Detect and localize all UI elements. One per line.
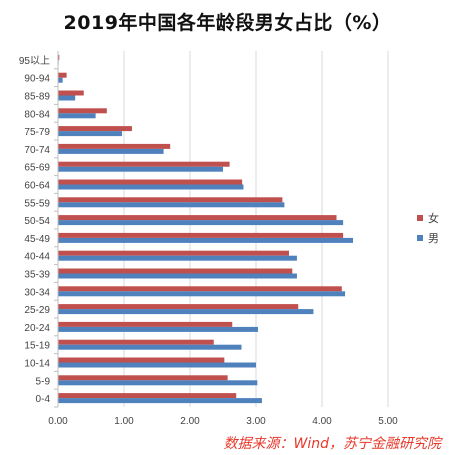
legend-swatch (417, 215, 423, 221)
bar-female (58, 197, 283, 203)
bar-male (58, 344, 242, 350)
bar-male (58, 237, 354, 243)
bars (58, 54, 354, 404)
y-tick-label: 55-59 (24, 198, 50, 209)
bar-male (58, 184, 244, 190)
y-tick-label: 50-54 (24, 216, 50, 227)
grid-lines (123, 51, 389, 407)
x-tick-label: 1.00 (114, 416, 134, 427)
bar-female (58, 215, 337, 221)
x-tick-label: 5.00 (378, 416, 398, 427)
bar-male (58, 273, 297, 279)
x-tick-label: 4.00 (312, 416, 332, 427)
bar-female (58, 393, 237, 399)
bar-male (58, 77, 63, 83)
bar-male (58, 309, 314, 315)
bar-female (58, 286, 342, 292)
bar-male (58, 113, 96, 119)
y-tick-label: 30-34 (24, 287, 50, 298)
bar-female (58, 161, 230, 167)
axes: 0.00 1.00 2.00 3.00 4.00 5.00 0-4 5-9 10-14 15-19… (19, 51, 398, 427)
y-tick-label: 35-39 (24, 270, 50, 281)
bar-female (58, 304, 299, 310)
x-tick-label: 0.00 (48, 416, 68, 427)
y-tick-label: 45-49 (24, 234, 50, 245)
y-tick-label: 60-64 (24, 181, 50, 192)
legend: 女男 (417, 211, 439, 245)
bar-female (58, 90, 84, 96)
bar-female (58, 179, 243, 185)
bar-male (58, 255, 297, 261)
bar-male (58, 166, 223, 172)
y-tick-label: 90-94 (24, 74, 50, 85)
y-tick-label: 65-69 (24, 163, 50, 174)
bar-female (58, 54, 60, 60)
bar-female (58, 108, 107, 114)
bar-male (58, 380, 258, 386)
bar-female (58, 126, 132, 132)
bar-female (58, 321, 233, 327)
x-tick-label: 2.00 (180, 416, 200, 427)
x-tick-label: 3.00 (246, 416, 266, 427)
bar-male (58, 398, 262, 404)
y-tick-label: 75-79 (24, 127, 50, 138)
y-tick-label: 15-19 (24, 341, 50, 352)
bar-female (58, 357, 225, 363)
bar-female (58, 143, 171, 149)
bar-male (58, 202, 285, 208)
y-tick-label: 80-84 (24, 109, 50, 120)
legend-label: 男 (428, 232, 439, 245)
bar-female (58, 268, 293, 274)
y-tick-label: 70-74 (24, 145, 50, 156)
y-tick-label: 85-89 (24, 92, 50, 103)
bar-male (58, 362, 256, 368)
bar-male (58, 148, 164, 154)
y-tick-label: 0-4 (36, 394, 51, 405)
y-tick-label: 40-44 (24, 252, 50, 263)
legend-label: 女 (428, 211, 439, 225)
y-tick-label: 20-24 (24, 323, 50, 334)
bar-female (58, 232, 344, 238)
bar-female (58, 250, 289, 256)
y-tick-label: 10-14 (24, 359, 50, 370)
bar-female (58, 339, 214, 345)
y-tick-label: 25-29 (24, 305, 50, 316)
source-note: 数据来源：Wind，苏宁金融研究院 (223, 436, 442, 452)
y-tick-label: 95以上 (19, 55, 50, 67)
bar-male (58, 131, 123, 137)
bar-female (58, 375, 228, 381)
bar-male (58, 291, 346, 297)
bar-male (58, 326, 258, 332)
bar-female (58, 72, 67, 78)
legend-swatch (417, 235, 423, 241)
bar-male (58, 220, 344, 226)
chart-title: 2019年中国各年龄段男女占比（%） (63, 12, 392, 34)
bar-male (58, 95, 76, 101)
y-tick-label: 5-9 (36, 376, 51, 387)
